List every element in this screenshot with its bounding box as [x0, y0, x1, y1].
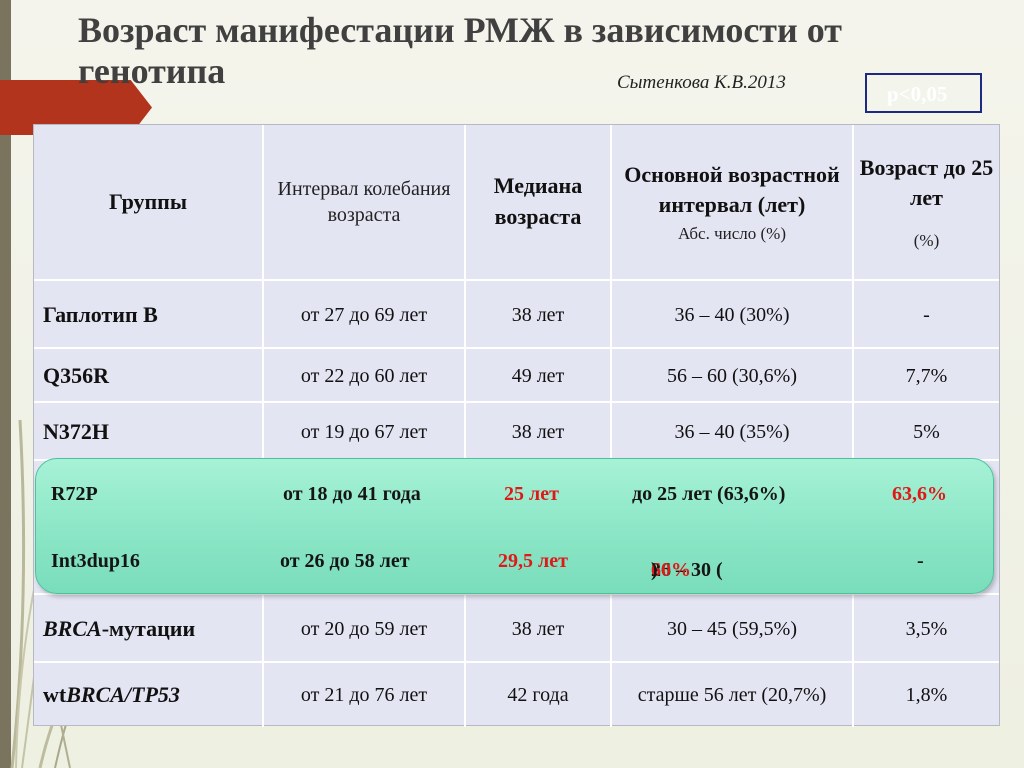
- row-range: от 27 до 69 лет: [262, 281, 464, 349]
- header-median: Медиана возраста: [464, 125, 610, 279]
- row-name: Q356R: [43, 363, 109, 389]
- row-under25: 63,6%: [892, 483, 947, 505]
- row-name: Гаплотип B: [43, 302, 158, 328]
- row-under25: 7,7%: [852, 349, 999, 403]
- row-name-italic: BRCA/TP53: [66, 682, 180, 708]
- row-median: 29,5 лет: [498, 550, 568, 572]
- table-row: Q356R от 22 до 60 лет 49 лет 56 – 60 (30…: [34, 347, 999, 403]
- header-groups: Группы: [108, 188, 188, 214]
- row-name-rest: -мутации: [101, 616, 196, 642]
- row-range: от 21 до 76 лет: [262, 663, 464, 727]
- row-under25: -: [852, 281, 999, 349]
- slide-title: Возраст манифестации РМЖ в зависимости о…: [78, 10, 842, 91]
- table-row: N372H от 19 до 67 лет 38 лет 36 – 40 (35…: [34, 401, 999, 461]
- row-range: от 26 до 58 лет: [280, 550, 410, 572]
- row-median: 38 лет: [464, 281, 610, 349]
- header-main-interval-sub: Абс. число (%): [677, 224, 787, 244]
- highlight-row: R72P от 18 до 41 года 25 лет до 25 лет (…: [36, 474, 995, 514]
- row-under25: 3,5%: [852, 595, 999, 663]
- row-range: от 22 до 60 лет: [262, 349, 464, 403]
- row-interval-value: 60%: [651, 559, 691, 581]
- row-name: N372H: [43, 419, 109, 445]
- table-row: wtBRCA/TP53 от 21 до 76 лет 42 года стар…: [34, 661, 999, 727]
- table-header-row: Группы Интервал колебания возраста Медиа…: [34, 125, 999, 279]
- p-value-box: p<0,05: [865, 73, 982, 113]
- row-under25: 5%: [852, 403, 999, 461]
- table-row: BRCA-мутации от 20 до 59 лет 38 лет 30 –…: [34, 593, 999, 663]
- row-interval: 56 – 60 (30,6%): [610, 349, 852, 403]
- header-main-interval: Основной возрастной интервал (лет) Абс. …: [610, 125, 852, 279]
- p-value-label: p<0,05: [887, 82, 948, 106]
- author-citation: Сытенкова К.В.2013: [617, 72, 786, 93]
- header-range: Интервал колебания возраста: [262, 125, 464, 279]
- row-interval-prefix: 26 – 30 (: [651, 559, 723, 581]
- table-row: Гаплотип B от 27 до 69 лет 38 лет 36 – 4…: [34, 279, 999, 349]
- row-median: 49 лет: [464, 349, 610, 403]
- row-under25: 1,8%: [852, 663, 999, 727]
- row-interval: старше 56 лет (20,7%): [610, 663, 852, 727]
- row-range: от 20 до 59 лет: [262, 595, 464, 663]
- header-under25-sub: (%): [913, 231, 940, 251]
- row-name: BRCA-мутации: [34, 595, 262, 663]
- row-range: от 18 до 41 года: [283, 483, 421, 505]
- row-under25: -: [917, 550, 924, 572]
- row-name: wtBRCA/TP53: [34, 663, 262, 727]
- row-name-italic: BRCA: [43, 616, 102, 642]
- header-under25: Возраст до 25 лет (%): [852, 125, 999, 279]
- row-interval: 36 – 40 (35%): [610, 403, 852, 461]
- row-interval-suffix: ): [651, 559, 658, 581]
- data-table: Группы Интервал колебания возраста Медиа…: [33, 124, 1000, 727]
- row-name-prefix: wt: [43, 682, 67, 708]
- row-name: R72P: [51, 483, 98, 505]
- row-interval: 30 – 45 (59,5%): [610, 595, 852, 663]
- left-decor-bar: [0, 0, 11, 768]
- row-median: 38 лет: [464, 403, 610, 461]
- row-name: Int3dup16: [51, 550, 140, 572]
- highlight-row: Int3dup16 от 26 до 58 лет 29,5 лет 26 – …: [36, 541, 995, 581]
- header-main-interval-label: Основной возрастной интервал (лет): [624, 161, 840, 218]
- highlight-box: R72P от 18 до 41 года 25 лет до 25 лет (…: [35, 458, 994, 594]
- row-interval: 36 – 40 (30%): [610, 281, 852, 349]
- row-range: от 19 до 67 лет: [262, 403, 464, 461]
- row-median: 42 года: [464, 663, 610, 727]
- row-median: 38 лет: [464, 595, 610, 663]
- row-median: 25 лет: [504, 483, 559, 505]
- row-interval: до 25 лет (63,6%): [632, 483, 786, 505]
- header-under25-label: Возраст до 25 лет: [859, 154, 994, 211]
